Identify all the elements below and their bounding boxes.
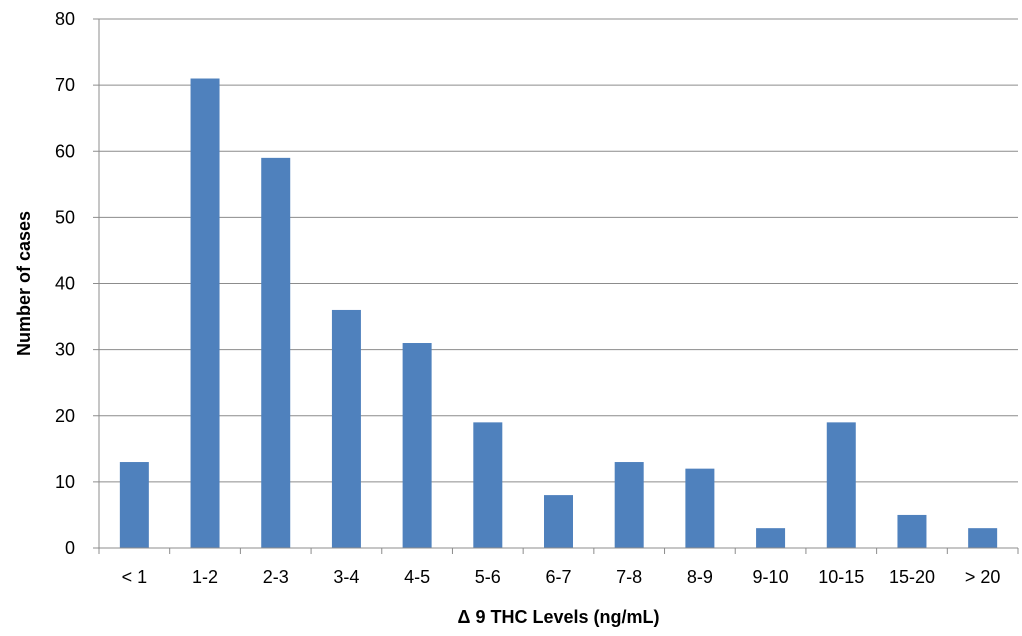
bar-3 (331, 309, 361, 548)
gridlines (99, 18, 1018, 483)
bar-11 (897, 514, 927, 548)
bar-1 (190, 78, 220, 548)
bar-8 (685, 468, 715, 548)
bar-0 (119, 462, 149, 548)
bar-10 (826, 422, 856, 548)
bar-7 (614, 462, 644, 548)
x-tick-labels: < 1 1-2 2-3 3-4 4-5 5-6 6-7 7-8 8-9 9-10 10-15 15-2… (98, 548, 1019, 587)
y-tick-label: 70 (55, 75, 75, 95)
y-tick-label: 20 (55, 406, 75, 426)
x-tick-label: 5-6 (475, 567, 501, 587)
y-tick-label: 60 (55, 141, 75, 161)
bar-9 (756, 528, 786, 548)
bar-6 (544, 495, 573, 548)
bar-2 (261, 157, 291, 549)
x-tick-label: 6-7 (545, 567, 571, 587)
bar-5 (473, 422, 503, 548)
x-tick-label: 15-20 (889, 567, 935, 587)
bar-12 (968, 528, 998, 548)
x-tick-label: < 1 (122, 567, 148, 587)
y-axis-title: Number of cases (14, 211, 34, 356)
y-tick-label: 0 (65, 538, 75, 558)
x-tick-label: 10-15 (818, 567, 864, 587)
y-tick-label: 10 (55, 472, 75, 492)
x-axis-title: Δ 9 THC Levels (ng/mL) (458, 607, 660, 627)
y-tick-label: 40 (55, 274, 75, 294)
bar-4 (402, 343, 432, 548)
y-tick-label: 30 (55, 340, 75, 360)
x-tick-label: 9-10 (753, 567, 789, 587)
x-tick-label: > 20 (965, 567, 1001, 587)
x-tick-label: 1-2 (192, 567, 218, 587)
x-tick-label: 4-5 (404, 567, 430, 587)
y-tick-labels: 0 10 20 30 40 50 60 70 80 (55, 9, 99, 558)
x-tick-label: 3-4 (333, 567, 359, 587)
y-tick-label: 50 (55, 207, 75, 227)
x-tick-label: 7-8 (616, 567, 642, 587)
x-tick-label: 8-9 (687, 567, 713, 587)
x-tick-label: 2-3 (263, 567, 289, 587)
bars (119, 78, 998, 549)
y-tick-label: 80 (55, 9, 75, 29)
